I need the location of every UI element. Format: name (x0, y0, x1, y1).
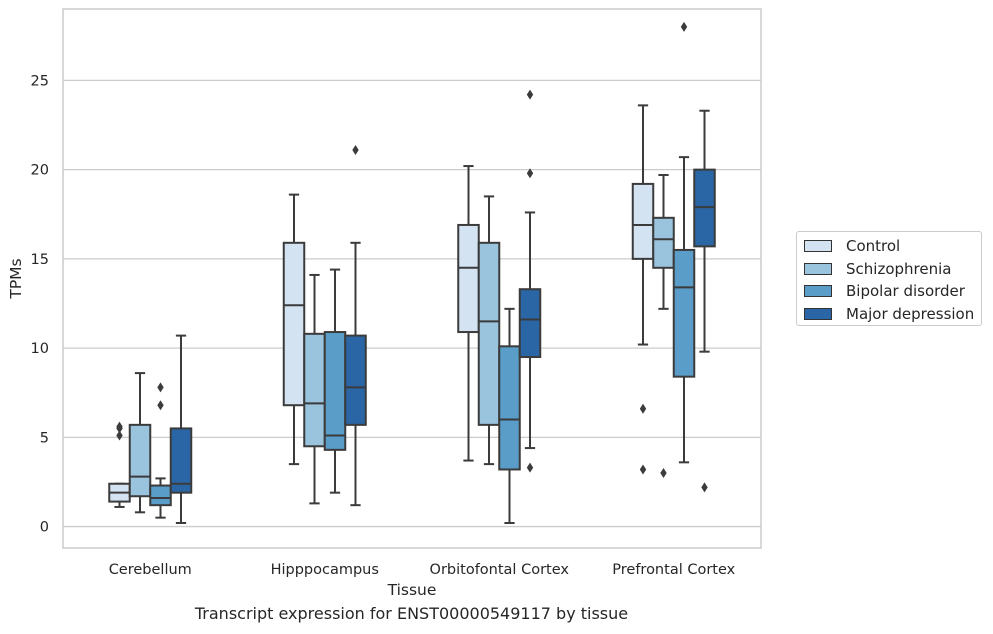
iqr-box-hipppocampus-major-depression (344, 334, 367, 426)
x-axis-ticks: Cerebellum Hipppocampus Orbitofontal Corte… (109, 562, 736, 578)
box-prefrontal-cortex-control (631, 104, 655, 475)
box-cerebellum-schizophrenia (128, 372, 152, 514)
legend-label-bipolar-disorder: Bipolar disorder (846, 282, 965, 301)
y-tick-label-25: 25 (31, 73, 49, 89)
legend-item-control: Control (797, 235, 981, 258)
x-tick-label-prefrontal-cortex: Prefrontal Cortex (612, 562, 735, 578)
outlier-cerebellum-bipolar-disorder-0 (157, 400, 164, 411)
iqr-box-prefrontal-cortex-bipolar-disorder (672, 248, 696, 378)
y-tick-label-0: 0 (40, 520, 49, 536)
y-tick-label-20: 20 (31, 163, 49, 179)
box-hipppocampus-major-depression (344, 144, 367, 507)
iqr-box-prefrontal-cortex-schizophrenia (652, 216, 675, 269)
outlier-orbitofontal-cortex-major-depression-1 (526, 168, 534, 179)
plot-area-frame (62, 8, 762, 549)
grid-lines (63, 79, 761, 528)
legend-label-schizophrenia: Schizophrenia (846, 259, 952, 278)
box-orbitofontal-cortex-schizophrenia (477, 195, 501, 466)
legend-swatch-schizophrenia (804, 262, 832, 275)
iqr-box-orbitofontal-cortex-major-depression (518, 288, 542, 359)
outlier-cerebellum-control-2 (116, 421, 123, 432)
iqr-box-hipppocampus-control (282, 241, 306, 407)
outlier-prefrontal-cortex-schizophrenia-0 (660, 468, 667, 479)
legend-item-major-depression: Major depression (797, 303, 981, 326)
iqr-box-hipppocampus-schizophrenia (303, 332, 326, 448)
box-hipppocampus-bipolar-disorder (323, 268, 347, 494)
x-tick-label-hipppocampus: Hipppocampus (271, 562, 379, 578)
legend-label-major-depression: Major depression (846, 304, 975, 323)
legend-item-bipolar-disorder: Bipolar disorder (797, 280, 981, 303)
chart-caption: Transcript expression for ENST0000054911… (194, 604, 629, 623)
y-tick-label-5: 5 (40, 430, 49, 446)
iqr-box-cerebellum-major-depression (169, 427, 193, 494)
outlier-prefrontal-cortex-bipolar-disorder-0 (680, 21, 688, 32)
iqr-box-cerebellum-schizophrenia (128, 423, 152, 498)
box-orbitofontal-cortex-bipolar-disorder (498, 307, 521, 525)
box-hipppocampus-schizophrenia (303, 273, 326, 505)
y-axis-label: TPMs (7, 258, 25, 299)
legend-swatch-bipolar-disorder (804, 285, 832, 298)
box-cerebellum-control (108, 421, 131, 508)
box-orbitofontal-cortex-control (457, 165, 480, 462)
outlier-hipppocampus-major-depression-0 (352, 144, 359, 155)
outlier-prefrontal-cortex-control-1 (639, 403, 647, 414)
iqr-box-cerebellum-bipolar-disorder (149, 484, 172, 507)
y-axis-ticks: 0 5 10 15 20 25 (31, 73, 49, 535)
box-plot-series (108, 21, 716, 525)
outlier-cerebellum-control-0 (116, 430, 123, 441)
iqr-box-orbitofontal-cortex-control (457, 223, 480, 334)
iqr-box-orbitofontal-cortex-bipolar-disorder (498, 345, 521, 471)
y-tick-label-10: 10 (31, 341, 49, 357)
legend-swatch-major-depression (804, 307, 832, 320)
x-axis-label: Tissue (387, 581, 437, 599)
outlier-orbitofontal-cortex-major-depression-0 (526, 462, 534, 473)
iqr-box-prefrontal-cortex-control (631, 182, 655, 260)
box-orbitofontal-cortex-major-depression (518, 89, 542, 473)
y-tick-label-15: 15 (31, 252, 49, 268)
outlier-prefrontal-cortex-control-0 (639, 464, 647, 475)
box-prefrontal-cortex-bipolar-disorder (672, 21, 696, 464)
box-cerebellum-major-depression (169, 334, 193, 525)
box-hipppocampus-control (282, 193, 306, 466)
iqr-box-orbitofontal-cortex-schizophrenia (477, 241, 501, 426)
box-prefrontal-cortex-major-depression (693, 109, 716, 493)
x-tick-label-orbitofontal-cortex: Orbitofontal Cortex (430, 562, 570, 578)
outlier-cerebellum-bipolar-disorder-1 (157, 382, 164, 393)
outlier-orbitofontal-cortex-major-depression-2 (526, 89, 534, 100)
legend: Control Schizophrenia Bipolar disorder M… (796, 231, 982, 326)
legend-item-schizophrenia: Schizophrenia (797, 258, 981, 281)
x-tick-label-cerebellum: Cerebellum (109, 562, 192, 578)
box-prefrontal-cortex-schizophrenia (652, 173, 675, 479)
legend-label-control: Control (846, 237, 901, 256)
outlier-prefrontal-cortex-major-depression-0 (701, 482, 708, 493)
iqr-box-hipppocampus-bipolar-disorder (323, 331, 347, 451)
legend-swatch-control (804, 240, 832, 253)
box-cerebellum-bipolar-disorder (149, 382, 172, 519)
